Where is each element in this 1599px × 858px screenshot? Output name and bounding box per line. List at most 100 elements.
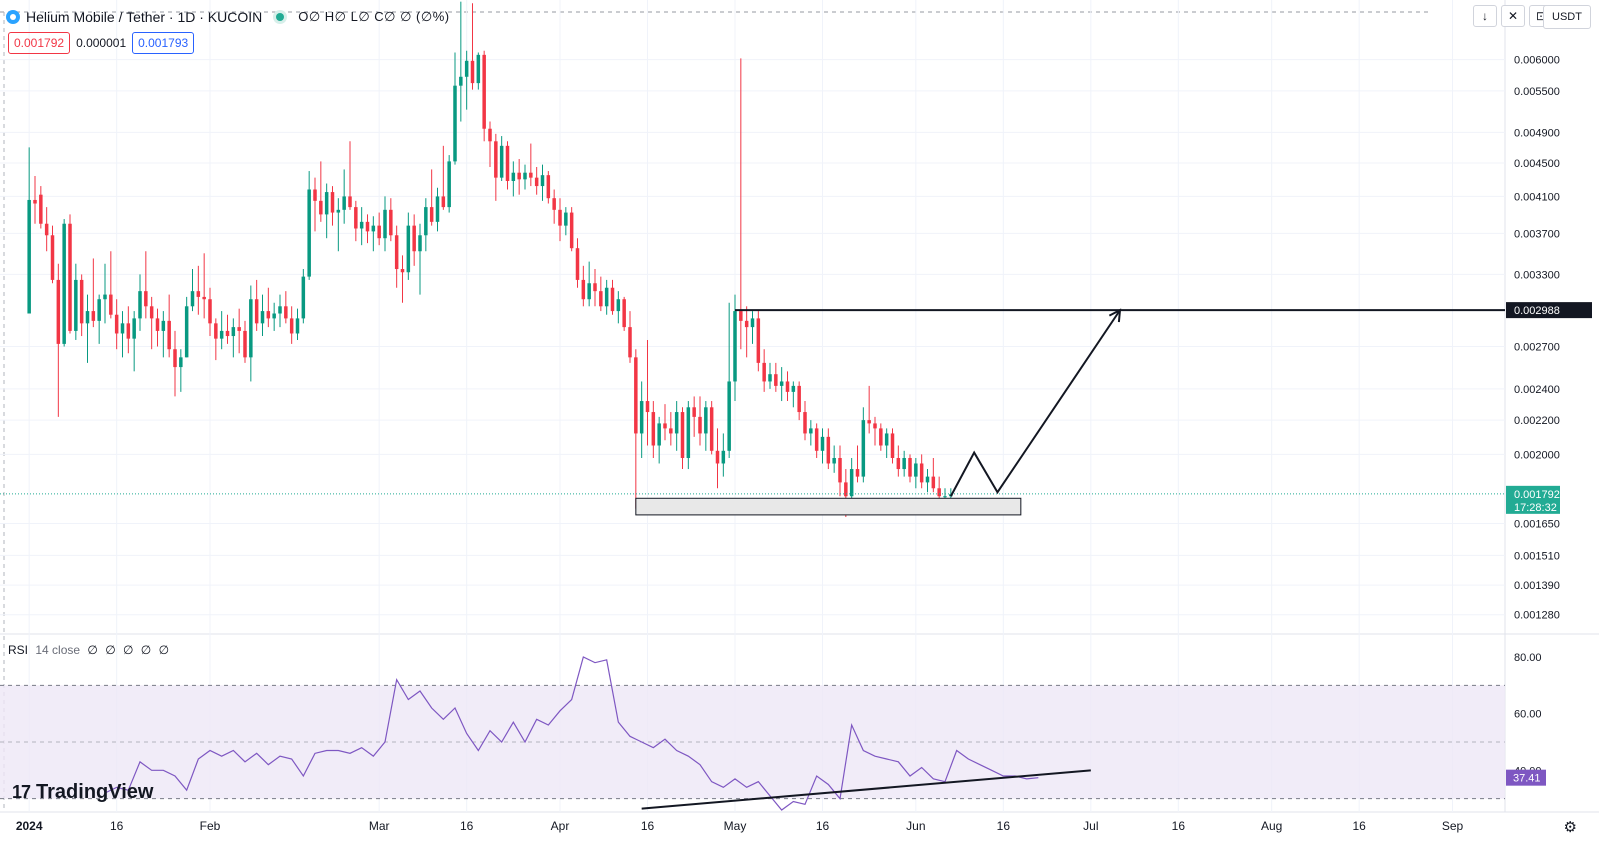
price-tick-label: 0.004900 (1514, 127, 1560, 139)
candle (634, 349, 638, 509)
candle-body (97, 299, 101, 321)
candle (721, 433, 726, 477)
candle (149, 296, 154, 350)
candle-body (167, 320, 171, 350)
candle (628, 311, 632, 363)
candle-body (412, 225, 416, 252)
candle-body (785, 381, 790, 392)
price-tick-label: 0.002000 (1514, 449, 1560, 461)
candle-body (634, 357, 638, 434)
candle (931, 457, 936, 493)
candle (424, 198, 428, 252)
candle (202, 253, 206, 319)
candle-body (74, 279, 78, 331)
candle (744, 306, 749, 358)
bid-price[interactable]: 0.001792 (8, 32, 71, 54)
candle-body (622, 299, 626, 328)
candle-body (424, 207, 428, 236)
candle-body (674, 412, 679, 434)
candle-body (389, 209, 393, 236)
candle (534, 166, 539, 195)
candle (97, 294, 101, 344)
candle (523, 164, 527, 190)
candle (418, 223, 422, 295)
candle (593, 269, 597, 307)
symbol-header[interactable]: Helium Mobile / Tether · 1D · KUCOIN O∅ … (6, 6, 450, 28)
projection-path[interactable] (949, 309, 1121, 497)
candle (908, 454, 912, 483)
candle-body (79, 279, 84, 324)
candle (511, 161, 516, 197)
last-price-label: 0.001792 (1514, 489, 1560, 501)
candle (412, 214, 416, 266)
candle (919, 454, 924, 489)
candle (319, 161, 323, 222)
candle (529, 143, 533, 187)
candle (39, 186, 43, 229)
price-tick-label: 0.005500 (1514, 86, 1560, 98)
candle-body (132, 318, 136, 339)
candle (68, 214, 72, 334)
candle-body (488, 128, 492, 142)
support-zone-box[interactable] (635, 497, 1022, 516)
candle-body (540, 175, 545, 187)
price-tick-label: 0.004500 (1514, 158, 1560, 170)
candle-body (564, 212, 568, 226)
candle (272, 302, 276, 331)
candle (278, 294, 282, 328)
rsi-band (0, 684, 1505, 800)
candle-body (902, 457, 906, 470)
candle (295, 308, 300, 340)
currency-selector[interactable]: USDT (1543, 5, 1591, 29)
candle-body (861, 420, 866, 477)
candle (179, 349, 183, 392)
candle-body (202, 296, 206, 300)
close-icon[interactable]: ✕ (1501, 5, 1525, 27)
candle-body (558, 209, 562, 226)
rsi-legend[interactable]: RSI 14 close ∅ ∅ ∅ ∅ ∅ (8, 643, 173, 657)
tradingview-logo[interactable]: 17 TradingView (12, 781, 153, 804)
candle (604, 279, 609, 315)
candle-body (814, 428, 819, 451)
candle-body (511, 172, 516, 181)
candle-body (173, 349, 177, 368)
price-tick-label: 0.002400 (1514, 384, 1560, 396)
drawings[interactable] (0, 308, 1505, 516)
time-axis[interactable]: 2024 16 Feb Mar 16 Apr 16 May 16 Jun 16 Jul 16 Aug 16 S… (16, 819, 1464, 833)
candle-body (161, 320, 166, 331)
candle-body (523, 172, 527, 180)
candle-body (855, 469, 860, 477)
time-tick-label: 2024 (16, 819, 43, 833)
candle-body (214, 323, 218, 339)
rsi-line (104, 656, 1039, 811)
candle (44, 207, 49, 252)
price-axis[interactable]: 0.006000 0.005500 0.004900 0.004500 0.004100… (1506, 55, 1592, 786)
target-price-label[interactable]: 0.002988 (1514, 305, 1560, 317)
ask-price[interactable]: 0.001793 (132, 32, 195, 54)
candle (447, 155, 451, 213)
time-tick-label: 16 (460, 819, 474, 833)
candle (651, 401, 656, 458)
gear-icon[interactable]: ⚙ (1563, 819, 1577, 836)
candle-body (418, 235, 422, 252)
candle-body (884, 433, 889, 446)
arrow-down-icon[interactable]: ↓ (1473, 5, 1497, 27)
price-tick-label: 0.001280 (1514, 610, 1560, 622)
candle (791, 381, 796, 408)
candle (289, 306, 294, 344)
symbol-title[interactable]: Helium Mobile / Tether · 1D · KUCOIN (26, 9, 263, 25)
candle-body (266, 311, 271, 319)
candle (243, 320, 247, 363)
candle (715, 428, 720, 489)
rsi-value: ∅ (140, 643, 152, 657)
candle (33, 175, 37, 224)
time-tick-label: May (724, 819, 747, 833)
candle (739, 58, 743, 350)
candle (890, 428, 895, 464)
candle-body (482, 54, 486, 129)
candle-body (774, 374, 778, 386)
rsi-trendline[interactable] (641, 769, 1091, 810)
time-tick-label: 16 (816, 819, 830, 833)
candle (820, 428, 825, 464)
